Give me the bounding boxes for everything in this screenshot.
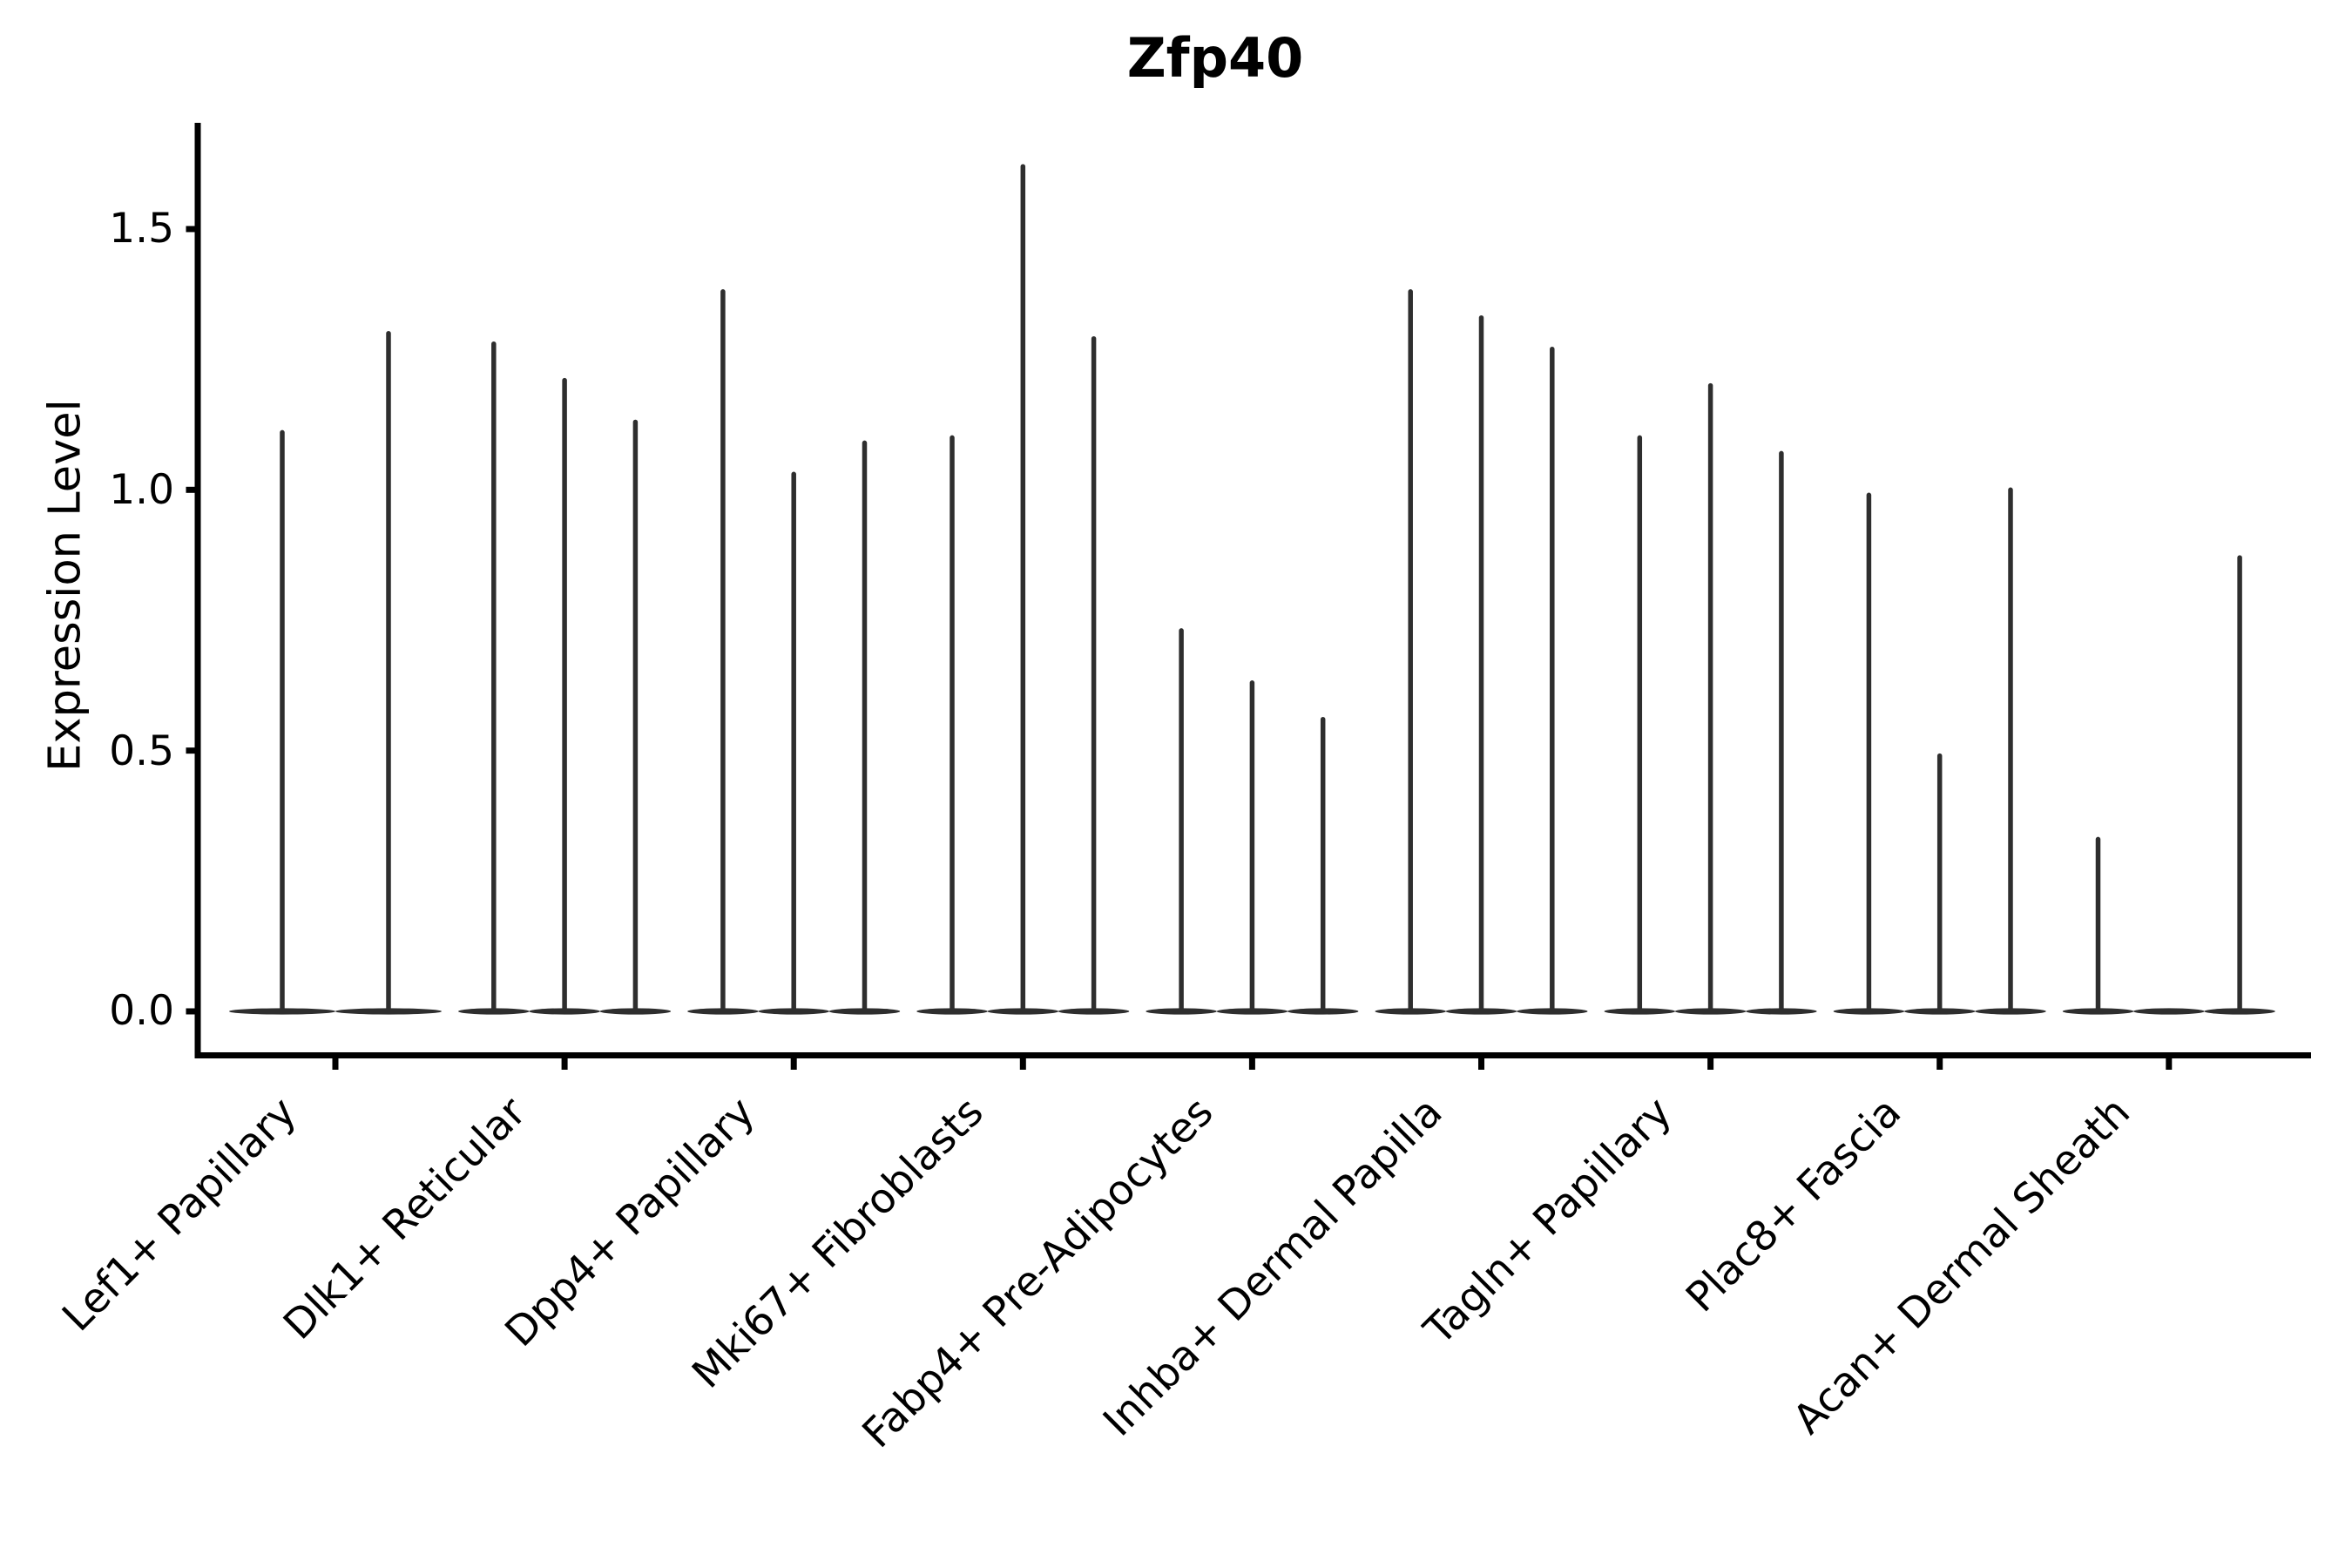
y-tick-label: 1.5 bbox=[109, 205, 174, 253]
x-tick bbox=[561, 1058, 568, 1070]
y-tick bbox=[186, 486, 195, 493]
x-tick bbox=[1248, 1058, 1255, 1070]
x-tick bbox=[1478, 1058, 1484, 1070]
y-tick-label: 1.0 bbox=[109, 466, 174, 514]
x-tick bbox=[332, 1058, 339, 1070]
x-tick bbox=[1019, 1058, 1026, 1070]
chart-title: Zfp40 bbox=[1126, 26, 1304, 90]
x-tick bbox=[2166, 1058, 2173, 1070]
violin-base bbox=[2133, 1008, 2205, 1015]
y-tick bbox=[186, 747, 195, 754]
y-tick bbox=[186, 226, 195, 233]
y-axis-label: Expression Level bbox=[39, 399, 91, 772]
x-tick bbox=[1936, 1058, 1943, 1070]
x-tick bbox=[790, 1058, 797, 1070]
y-tick bbox=[186, 1008, 195, 1015]
x-tick bbox=[1707, 1058, 1714, 1070]
left-spine bbox=[194, 123, 201, 1058]
y-tick-label: 0.0 bbox=[109, 987, 174, 1035]
y-tick-label: 0.5 bbox=[109, 727, 174, 775]
bottom-spine bbox=[194, 1052, 2311, 1058]
